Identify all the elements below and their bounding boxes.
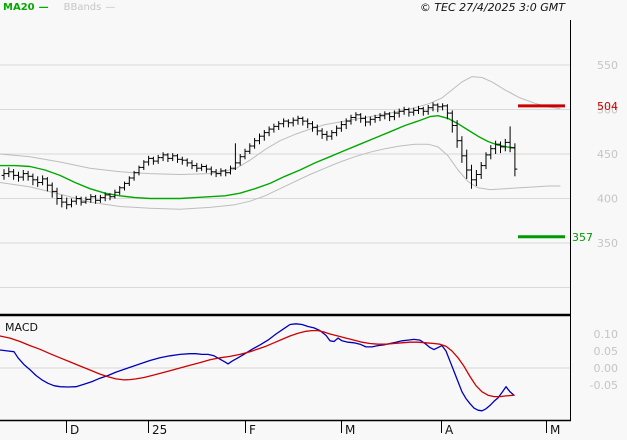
price-axis-label: 400: [597, 193, 618, 206]
price-axis-label: 550: [597, 59, 618, 72]
x-axis-label: M: [345, 423, 355, 437]
macd-axis-label: 0.10: [594, 328, 619, 341]
macd-pane-label: MACD: [5, 321, 38, 334]
x-axis-label: A: [445, 423, 454, 437]
bbands-legend-label: BBands: [63, 2, 102, 13]
price-axis-label: 450: [597, 148, 618, 161]
macd-axis-label: 0.05: [594, 345, 619, 358]
ma20-legend-swatch: —: [38, 2, 49, 13]
bbands-legend-swatch: —: [105, 2, 116, 13]
ma20-line: [0, 114, 515, 200]
price-axis-label: 500: [597, 104, 618, 117]
x-axis-label: D: [70, 423, 79, 437]
copyright-text: © TEC 27/4/2025 3:0 GMT: [419, 1, 565, 14]
bollinger-lower-line: [0, 143, 561, 210]
macd-red-line: [0, 329, 515, 398]
x-axis-label: F: [249, 423, 256, 437]
macd-blue-line: [0, 323, 515, 412]
x-axis-label: M: [550, 423, 560, 437]
alert-label-upper: 504: [597, 100, 618, 113]
macd-axis-label: -0.05: [590, 379, 618, 392]
bollinger-upper-line: [0, 76, 561, 175]
alert-label-lower: 357: [572, 231, 593, 244]
price-axis-label: 350: [597, 237, 618, 250]
macd-axis-label: 0.00: [594, 362, 619, 375]
x-axis-label: 25: [152, 423, 167, 437]
legend: MA20 — BBands —: [3, 2, 115, 14]
candlestick-bars: [1, 102, 518, 210]
ma20-legend-label: MA20: [3, 2, 35, 13]
